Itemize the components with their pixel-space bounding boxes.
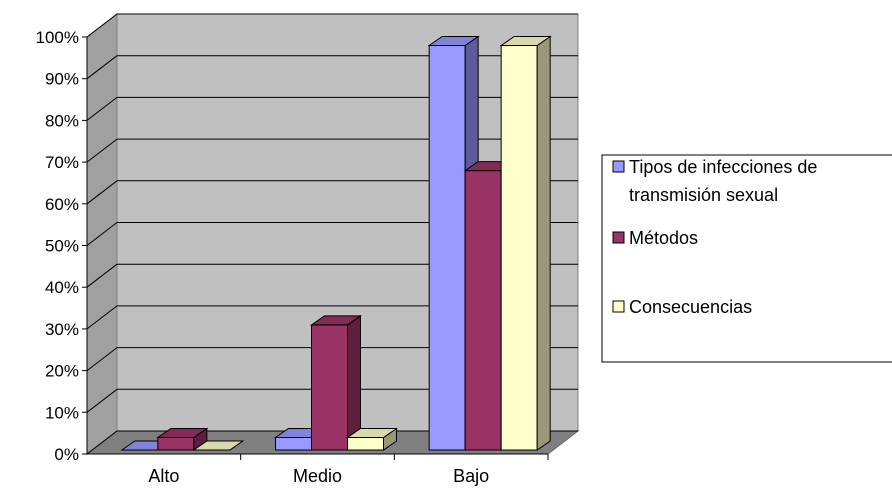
- legend-label: Métodos: [629, 228, 698, 248]
- bar: [309, 314, 363, 451]
- bar-front-face: [347, 436, 384, 451]
- bar-front-face: [464, 170, 502, 451]
- bar-side-face: [536, 35, 551, 451]
- y-tick-label: 100%: [36, 28, 79, 47]
- bar-top-face: [156, 427, 209, 438]
- bar-top-face: [309, 315, 363, 326]
- x-category-labels: Alto Medio Bajo: [148, 466, 489, 486]
- gridline-side: [86, 55, 118, 80]
- legend-box: [601, 154, 892, 363]
- bar: [345, 427, 399, 451]
- y-tick-label: 80%: [45, 111, 79, 130]
- axes: [82, 36, 549, 460]
- gridline-side: [86, 347, 118, 371]
- y-tick-label: 40%: [45, 278, 79, 297]
- legend-swatch: [612, 160, 625, 173]
- bar: [192, 440, 245, 451]
- gridline-side: [86, 430, 118, 455]
- bars: [120, 35, 552, 451]
- legend-label: Tipos de infecciones de: [629, 157, 817, 177]
- bar: [499, 35, 552, 451]
- gridline-side: [86, 180, 118, 205]
- y-tick-label: 50%: [45, 237, 79, 256]
- gridline-side: [86, 138, 118, 163]
- bar-front-face: [275, 436, 312, 451]
- bar-front-face: [157, 436, 195, 451]
- legend-label: transmisión sexual: [629, 185, 778, 205]
- legend: Tipos de infecciones de transmisión sexua…: [601, 154, 892, 363]
- gridline-side: [86, 305, 118, 330]
- y-tick-label: 30%: [45, 320, 79, 339]
- y-tick-label: 60%: [45, 195, 79, 214]
- x-category-label: Alto: [148, 466, 179, 486]
- gridline-side: [86, 263, 118, 288]
- legend-swatch: [612, 300, 625, 313]
- y-tick-label: 90%: [45, 70, 79, 89]
- y-tick-labels: 0% 10% 20% 30% 40% 50% 60% 70% 80% 90% 100%: [36, 28, 79, 464]
- gridline-side: [86, 13, 118, 38]
- bar-front-face: [311, 324, 348, 451]
- y-tick-label: 70%: [45, 153, 79, 172]
- y-tick-label: 0%: [54, 445, 79, 464]
- gridline-side: [86, 388, 118, 413]
- bar-top-face: [345, 427, 399, 438]
- bar-top-face: [499, 36, 552, 47]
- bar-front-face: [428, 45, 466, 451]
- bar-top-face: [192, 440, 245, 451]
- x-category-label: Bajo: [453, 466, 489, 486]
- bar-front-face: [500, 45, 538, 451]
- y-tick-label: 20%: [45, 362, 79, 381]
- legend-swatch: [612, 231, 625, 244]
- gridline-side: [86, 222, 118, 246]
- x-category-label: Medio: [293, 466, 342, 486]
- gridline-side: [86, 97, 118, 121]
- legend-label: Consecuencias: [629, 297, 752, 317]
- bar: [156, 427, 209, 451]
- y-tick-label: 10%: [45, 403, 79, 422]
- bar-top-face: [427, 36, 480, 47]
